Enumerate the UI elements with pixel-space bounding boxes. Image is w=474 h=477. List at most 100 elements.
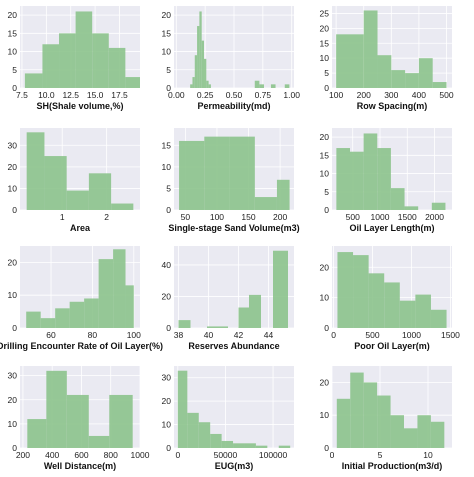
histogram-bar xyxy=(46,370,67,448)
y-tick-label: 0 xyxy=(324,443,329,453)
y-tick-label: 15 xyxy=(8,28,18,38)
x-tick-label: 200 xyxy=(357,90,371,100)
histogram-bar xyxy=(26,311,41,328)
histogram-bar xyxy=(363,382,378,448)
histogram-bar xyxy=(69,301,85,328)
x-tick-label: 0.00 xyxy=(168,90,185,100)
y-tick-label: 30 xyxy=(8,371,18,381)
histogram-bar xyxy=(254,197,277,210)
y-tick-label: 20 xyxy=(320,377,330,387)
histogram-bar xyxy=(430,309,447,328)
histogram-panel: 0.00 0.25 0.50 0.75 1.00 0 5 10 15 20 Permeability… xyxy=(154,2,304,114)
x-tick-label: 2 xyxy=(104,212,109,222)
histogram-bar xyxy=(59,33,76,88)
histogram-bar xyxy=(336,398,351,448)
histogram-svg: 50 100 150 200 0 5 10 15 Single-stage Sand Volum… xyxy=(162,128,300,233)
histogram-bar xyxy=(255,445,268,448)
histogram-bar xyxy=(278,445,291,448)
y-tick-label: 0 xyxy=(12,443,17,453)
histogram-bar xyxy=(238,307,249,328)
histogram-bar xyxy=(390,188,405,210)
x-tick-label: 40 xyxy=(204,330,214,340)
x-tick-label: 44 xyxy=(264,330,274,340)
y-tick-label: 20 xyxy=(162,396,172,406)
y-tick-label: 20 xyxy=(8,162,18,172)
x-axis-title: Single-stage Sand Volume(m3) xyxy=(168,223,299,233)
histogram-bar xyxy=(207,326,228,328)
y-tick-label: 30 xyxy=(8,140,18,150)
histogram-svg: 0 5 10 0 10 20 Initial Production(m3/d) xyxy=(320,366,452,471)
x-tick-label: 800 xyxy=(104,450,118,460)
histogram-bar xyxy=(336,148,350,210)
y-tick-label: 20 xyxy=(8,257,18,267)
x-tick-label: 0.50 xyxy=(226,90,243,100)
histogram-bar xyxy=(190,84,193,88)
x-axis-title: Permeability(md) xyxy=(197,101,270,111)
histogram-bar xyxy=(197,26,200,88)
x-tick-label: 600 xyxy=(74,450,88,460)
y-tick-label: 5 xyxy=(12,65,17,75)
y-tick-label: 5 xyxy=(166,65,171,75)
y-tick-label: 20 xyxy=(8,395,18,405)
y-tick-label: 20 xyxy=(162,10,172,20)
x-tick-label: 500 xyxy=(346,212,360,222)
x-tick-label: 100 xyxy=(329,90,343,100)
histogram-bar xyxy=(199,11,202,88)
histogram-bar xyxy=(249,294,261,328)
x-tick-label: 80 xyxy=(88,330,98,340)
histogram-panel: 7.5 10.0 12.5 15.0 17.5 0 5 10 15 20 SH(Shale volu… xyxy=(0,2,150,114)
histogram-bar xyxy=(66,394,89,448)
x-tick-label: 1500 xyxy=(398,212,417,222)
histogram-bar xyxy=(194,55,198,88)
x-axis-title: Poor Oil Layer(m) xyxy=(354,341,430,351)
histogram-bar xyxy=(27,419,47,448)
y-tick-label: 10 xyxy=(8,290,18,300)
histogram-bar xyxy=(24,73,43,88)
histogram-bar xyxy=(384,282,400,328)
y-tick-label: 25 xyxy=(320,8,330,18)
histogram-bar xyxy=(399,300,416,328)
x-axis-title: Row Spacing(m) xyxy=(357,101,428,111)
x-tick-label: 1000 xyxy=(402,330,421,340)
y-tick-label: 10 xyxy=(8,47,18,57)
histogram-bar xyxy=(178,320,191,328)
x-tick-label: 50 xyxy=(181,212,191,222)
histogram-bar xyxy=(259,84,264,88)
histogram-panel: 100 200 300 400 500 0 5 10 15 20 25 Row Spacing(m) xyxy=(312,2,462,114)
y-tick-label: 0 xyxy=(166,323,171,333)
x-tick-label: 1.00 xyxy=(283,90,300,100)
x-tick-label: 300 xyxy=(384,90,398,100)
histogram-svg: 100 200 300 400 500 0 5 10 15 20 25 Row Spacing(m) xyxy=(320,6,454,111)
y-tick-label: 10 xyxy=(320,293,330,303)
x-tick-label: 1500 xyxy=(441,330,460,340)
y-tick-label: 15 xyxy=(320,38,330,48)
y-tick-label: 5 xyxy=(324,187,329,197)
x-tick-label: 42 xyxy=(234,330,244,340)
y-tick-label: 10 xyxy=(162,420,172,430)
x-tick-label: 5 xyxy=(378,450,383,460)
histogram-bar xyxy=(44,156,67,210)
x-tick-label: 100000 xyxy=(259,450,288,460)
histogram-bar xyxy=(109,394,133,448)
histogram-bar xyxy=(113,249,126,328)
x-axis-title: Initial Production(m3/d) xyxy=(342,461,443,471)
x-axis-title: EUG(m3) xyxy=(215,461,254,471)
x-tick-label: 200 xyxy=(273,212,287,222)
histogram-panel: 500 1000 1500 2000 0 5 10 15 20 Oil Layer Length(… xyxy=(312,124,462,236)
histogram-bar xyxy=(55,308,70,328)
y-tick-label: 15 xyxy=(320,150,330,160)
x-tick-label: 0 xyxy=(331,330,336,340)
histogram-bar xyxy=(273,250,288,328)
histogram-bar xyxy=(98,259,114,328)
histogram-svg: 0 500 1000 1500 0 10 20 Poor Oil Layer(m) xyxy=(320,246,460,351)
histogram-bar xyxy=(353,255,369,328)
x-axis-title: Reserves Abundance xyxy=(188,341,279,351)
y-tick-label: 10 xyxy=(8,183,18,193)
histogram-bar xyxy=(390,415,404,448)
y-tick-label: 0 xyxy=(12,83,17,93)
histogram-bar xyxy=(201,40,204,88)
histogram-bar xyxy=(254,80,260,88)
x-tick-label: 1000 xyxy=(131,450,150,460)
